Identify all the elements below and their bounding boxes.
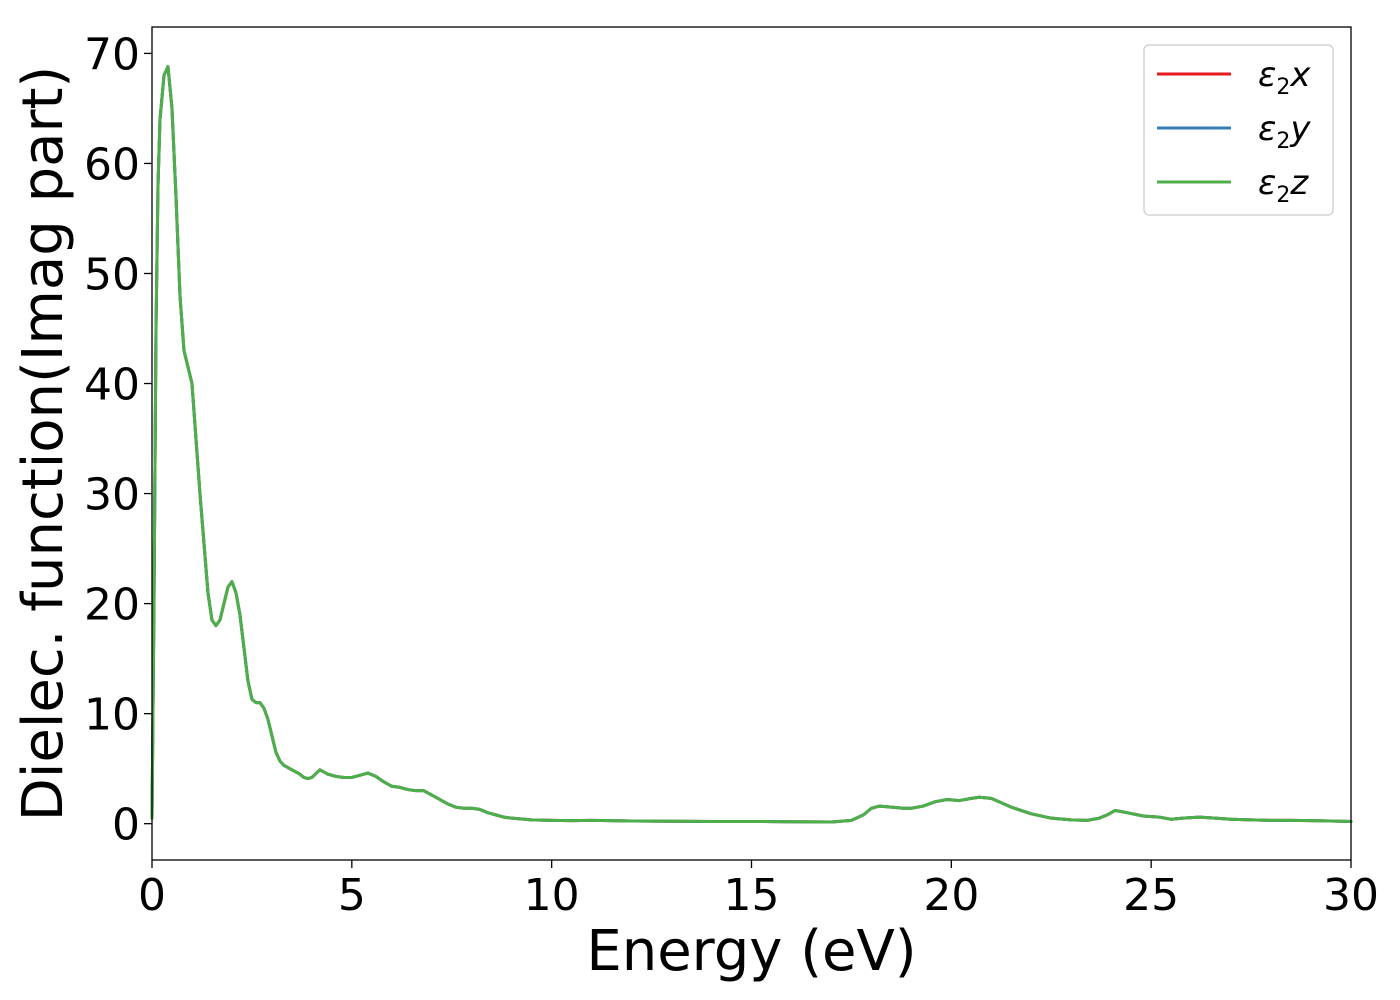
y-tick-label: 10 <box>84 690 140 741</box>
x-tick-label: 0 <box>138 870 166 921</box>
legend-label-y: ε2y <box>1258 109 1311 154</box>
x-tick-label: 20 <box>923 870 979 921</box>
x-axis-label: Energy (eV) <box>586 919 916 984</box>
x-axis-ticks: 0 5 10 15 20 25 30 <box>138 860 1379 921</box>
y-tick-label: 60 <box>84 139 140 190</box>
x-tick-label: 25 <box>1123 870 1179 921</box>
x-tick-label: 10 <box>524 870 580 921</box>
plot-frame <box>151 26 1352 861</box>
y-tick-label: 40 <box>84 360 140 411</box>
legend-label-x: ε2x <box>1258 55 1311 100</box>
y-tick-label: 0 <box>112 800 140 851</box>
legend: ε2x ε2y ε2z <box>1143 44 1334 216</box>
y-tick-label: 20 <box>84 580 140 631</box>
y-tick-label: 50 <box>84 249 140 300</box>
series-line-z <box>150 65 1353 824</box>
legend-label-z: ε2z <box>1258 163 1309 208</box>
legend-box <box>1143 44 1334 216</box>
x-tick-label: 5 <box>338 870 366 921</box>
series-lines <box>150 65 1353 824</box>
y-axis-label: Dielec. function(Imag part) <box>11 66 76 822</box>
x-tick-label: 30 <box>1323 870 1379 921</box>
y-axis-ticks: 0 10 20 30 40 50 60 70 <box>84 29 152 851</box>
x-tick-label: 15 <box>724 870 780 921</box>
y-tick-label: 30 <box>84 470 140 521</box>
y-tick-label: 70 <box>84 29 140 80</box>
